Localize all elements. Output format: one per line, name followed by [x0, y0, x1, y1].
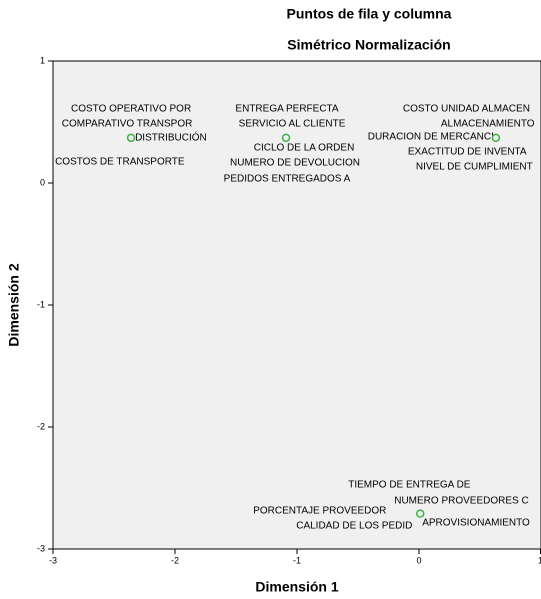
point-label: TIEMPO DE ENTREGA DE [348, 479, 471, 490]
point-label: SERVICIO AL CLIENTE [239, 119, 346, 130]
plot-area [52, 60, 541, 550]
point-label: CALIDAD DE LOS PEDID [296, 520, 412, 531]
point-label: DURACION DE MERCANCI [368, 132, 494, 143]
point-label: COSTO UNIDAD ALMACEN [403, 104, 530, 115]
point [281, 133, 291, 143]
x-tick-label: -1 [293, 555, 301, 565]
point-label: PEDIDOS ENTREGADOS A [224, 174, 351, 185]
point [415, 509, 425, 518]
y-tick-label: -2 [37, 421, 45, 431]
point-label: ENTREGA PERFECTA [235, 104, 338, 115]
point-label: NUMERO DE DEVOLUCION [230, 158, 360, 169]
x-tick-label: -2 [171, 555, 179, 565]
x-tick-label: -3 [49, 555, 57, 565]
y-tick-label: 0 [40, 177, 45, 187]
point-label: DISTRIBUCIÓN [135, 131, 207, 144]
point-label: COMPARATIVO TRANSPOR [62, 119, 193, 130]
chart-subtitle: Simétrico Normalización [287, 37, 450, 53]
point-label: PORCENTAJE PROVEEDOR [253, 505, 386, 516]
point-label: NUMERO PROVEEDORES C [394, 495, 528, 506]
point-label: EXACTITUD DE INVENTA [408, 147, 527, 158]
point [126, 133, 136, 143]
point-label: COSTO OPERATIVO POR [71, 104, 191, 115]
y-axis-label: Dimensión 2 [6, 263, 22, 346]
x-tick-label: 1 [538, 555, 541, 565]
y-tick-label: -3 [37, 543, 45, 553]
y-tick-label: 1 [40, 55, 45, 65]
x-axis-label: Dimensión 1 [255, 579, 338, 595]
y-tick-label: -1 [37, 299, 45, 309]
point-label: CICLO DE LA ORDEN [254, 143, 355, 154]
point-label: NIVEL DE CUMPLIMIENT [416, 162, 533, 173]
point-label: COSTOS DE TRANSPORTE [55, 157, 185, 168]
point [491, 133, 501, 143]
point-label: ALMACENAMIENTO [441, 119, 535, 130]
chart-title: Puntos de fila y columna [287, 6, 452, 22]
point-label: APROVISIONAMIENTO [422, 517, 530, 528]
x-tick-label: 0 [416, 555, 421, 565]
